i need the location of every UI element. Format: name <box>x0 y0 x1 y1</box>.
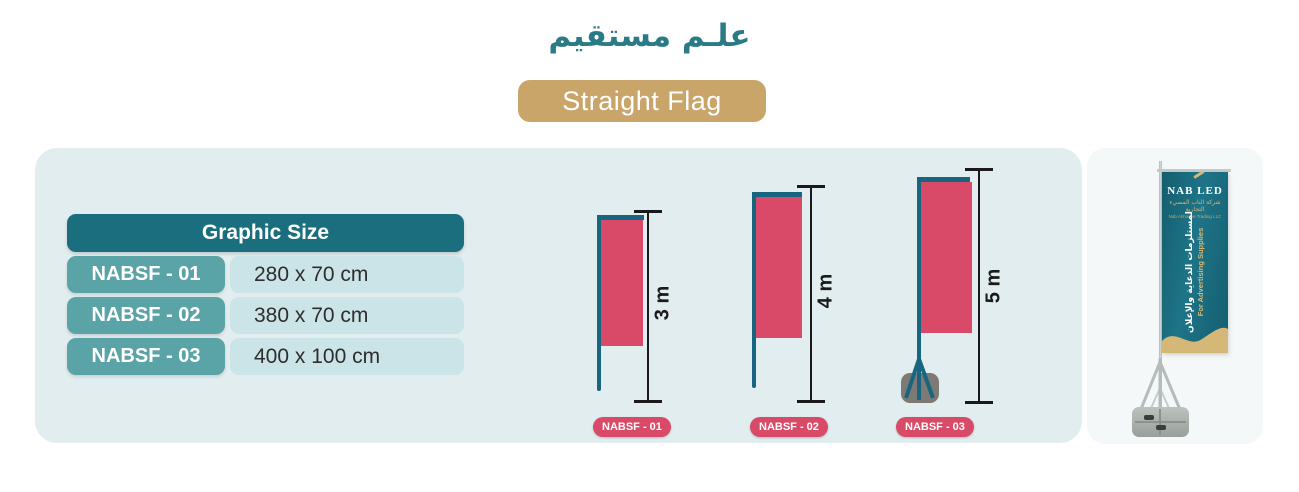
table-row-code: NABSF - 02 <box>67 297 225 334</box>
table-row-code: NABSF - 01 <box>67 256 225 293</box>
flag3-tripod-legs <box>904 350 935 400</box>
flag1-height-label: 3 m <box>651 285 674 321</box>
product-company-english: Nab Almodee Trading LLC <box>1168 214 1222 219</box>
flag3-top-bar <box>917 177 970 182</box>
product-crossbar <box>1157 169 1231 172</box>
table-row-size: 280 x 70 cm <box>230 256 464 293</box>
flag2-banner <box>756 197 802 338</box>
table-row-code: NABSF - 03 <box>67 338 225 375</box>
flag3-code-badge: NABSF - 03 <box>896 417 974 437</box>
flag2-height-label: 4 m <box>814 273 837 309</box>
product-company-arabic: شركة الناب المضيء التجارية <box>1169 199 1221 213</box>
flag1-pole <box>597 215 601 391</box>
flag2-code-badge: NABSF - 02 <box>750 417 828 437</box>
flag3-dimension-line <box>965 168 993 404</box>
flag2-top-bar <box>752 192 802 197</box>
page-title-arabic: علـم مستقيم <box>548 18 751 54</box>
flag1-banner <box>601 220 643 346</box>
flag1-code-badge: NABSF - 01 <box>593 417 671 437</box>
banner-gold-wave <box>1162 327 1228 353</box>
flag1-dimension-line <box>634 210 662 403</box>
flag1-top-bar <box>597 215 644 220</box>
flag2-pole <box>752 192 756 388</box>
base-filler-cap <box>1156 425 1166 430</box>
logo-swoosh-icon <box>1193 172 1205 179</box>
product-banner: NAB LED شركة الناب المضيء التجارية Nab A… <box>1162 172 1228 353</box>
base-filler-cap <box>1144 415 1154 420</box>
product-water-base <box>1132 407 1189 437</box>
product-brand-logo: NAB LED <box>1167 185 1223 197</box>
flag2-dimension-line <box>797 185 825 403</box>
page-title-english-badge: Straight Flag <box>518 80 766 122</box>
table-row-size: 380 x 70 cm <box>230 297 464 334</box>
table-header-graphic-size: Graphic Size <box>67 214 464 252</box>
table-row-size: 400 x 100 cm <box>230 338 464 375</box>
flag3-banner <box>921 182 972 333</box>
flag3-pole <box>917 177 921 355</box>
flag3-height-label: 5 m <box>982 268 1005 304</box>
product-pole <box>1159 161 1162 421</box>
